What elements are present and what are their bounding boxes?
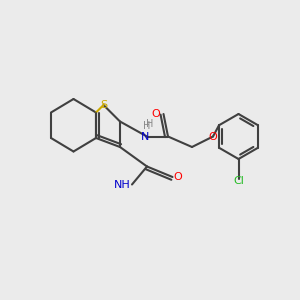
Text: O: O <box>173 172 182 182</box>
Text: H: H <box>146 119 153 130</box>
Text: O: O <box>152 109 160 119</box>
Text: S: S <box>100 100 107 110</box>
Text: Cl: Cl <box>233 176 244 187</box>
Text: H: H <box>143 121 151 131</box>
Text: N: N <box>141 131 150 142</box>
Text: NH: NH <box>114 179 130 190</box>
Text: O: O <box>208 131 217 142</box>
